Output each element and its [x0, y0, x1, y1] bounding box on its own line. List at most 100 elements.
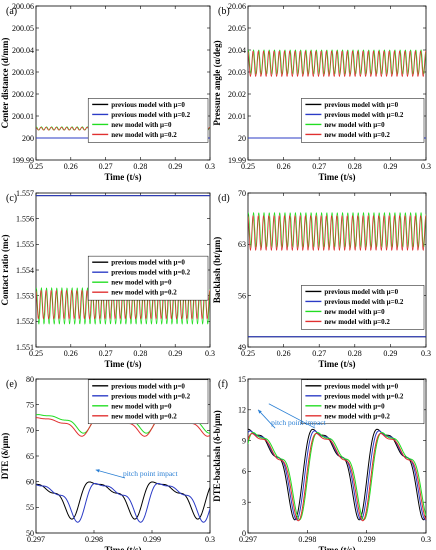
annotation-arrowhead: [95, 469, 100, 473]
x-tick-label: 0.25: [29, 162, 43, 171]
x-axis-label: Time (t/s): [104, 172, 141, 182]
legend-entry: new model with μ=0: [111, 279, 172, 287]
x-tick-label: 0.3: [205, 162, 215, 171]
legend-box: [87, 379, 209, 425]
annotation-arrow-2: [268, 403, 316, 429]
legend-entry: previous model with μ=0.2: [111, 392, 190, 400]
legend-entry: previous model with μ=0.2: [324, 111, 403, 119]
plot-frame: [247, 378, 427, 534]
y-tick-label: 50: [26, 529, 34, 538]
x-tick-label: 0.298: [85, 535, 103, 544]
legend-entry: new model with μ=0.2: [324, 318, 390, 326]
y-axis-label: DTE (δ/μm): [0, 433, 10, 480]
legend-entry: new model with μ=0.2: [324, 131, 390, 139]
x-tick-label: 0.29: [383, 349, 397, 358]
y-tick-label: 3: [242, 498, 246, 507]
legend-entry: new model with μ=0: [324, 308, 385, 316]
panel-label: (d): [218, 193, 230, 204]
y-tick-label: 65: [26, 452, 34, 461]
x-tick-label: 0.25: [241, 162, 255, 171]
x-tick-label: 0.29: [168, 162, 182, 171]
legend: previous model with μ=0 previous model wi…: [87, 379, 209, 425]
y-tick-label: 56: [238, 291, 246, 300]
y-tick-label: 200.06: [12, 2, 34, 11]
series-line-0: [36, 481, 210, 520]
y-tick-label: 1.553: [16, 291, 34, 300]
chart-panel-a: 0.25 0.26 0.27 0.28 0.29 0.3 199.99 200 200.01 20…: [0, 2, 215, 182]
legend-entry: new model with μ=0.2: [324, 412, 390, 420]
y-tick-label: 200.01: [12, 112, 34, 121]
x-tick-label: 0.27: [312, 162, 326, 171]
y-tick-label: 55: [26, 503, 34, 512]
x-tick-label: 0.25: [241, 349, 255, 358]
annotation-arrow: [257, 409, 276, 429]
panel-label: (c): [6, 193, 17, 204]
x-axis-label: Time (t/s): [318, 545, 355, 550]
x-tick-label: 0.27: [99, 162, 113, 171]
x-tick-label: 0.298: [298, 535, 316, 544]
y-tick-label: 15: [238, 375, 246, 384]
x-tick-label: 0.26: [277, 349, 291, 358]
series-line-3: [248, 214, 426, 252]
panel-label: (f): [218, 379, 228, 390]
y-tick-label: 20.01: [228, 112, 246, 121]
legend: previous model with μ=0 previous model wi…: [87, 255, 209, 301]
series-line-3: [248, 433, 426, 522]
x-tick-label: 0.27: [99, 349, 113, 358]
x-tick-label: 0.26: [277, 162, 291, 171]
chart-panel-c: 0.25 0.26 0.27 0.28 0.29 0.3 1.551 1.552 1.553 1.…: [0, 189, 215, 369]
x-axis-label: Time (t/s): [318, 172, 355, 182]
y-tick-label: 80: [26, 375, 34, 384]
annotation-arrow: [95, 469, 126, 479]
legend-entry: previous model with μ=0.2: [324, 392, 403, 400]
y-tick-label: 200: [22, 134, 34, 143]
chart-panel-d: 0.25 0.26 0.27 0.28 0.29 0.3 49 56 63 70 previous …: [212, 189, 431, 369]
legend-entry: previous model with μ=0.2: [324, 298, 403, 306]
y-axis-label: Pressure angle (α/deg): [212, 40, 222, 125]
x-tick-label: 0.28: [348, 162, 362, 171]
x-tick-label: 0.29: [168, 349, 182, 358]
panel-label: (e): [6, 379, 17, 390]
chart-panel-f: 0.297 0.298 0.299 0.3 0 3 6 9 12 15 previous model…: [212, 375, 431, 550]
legend-entry: previous model with μ=0.2: [111, 269, 190, 277]
legend-entry: previous model with μ=0: [324, 382, 398, 390]
legend-entry: previous model with μ=0: [111, 101, 185, 109]
y-tick-label: 200.05: [12, 24, 34, 33]
y-tick-label: 200.04: [12, 46, 34, 55]
annotation-arrowhead: [258, 409, 262, 414]
y-tick-label: 20.02: [228, 90, 246, 99]
y-tick-label: 200.03: [12, 68, 34, 77]
x-tick-label: 0.299: [143, 535, 161, 544]
panel-label: (b): [218, 6, 230, 17]
y-tick-label: 6: [242, 467, 246, 476]
x-tick-label: 0.297: [27, 535, 45, 544]
y-axis-label: Center distance (d/mm): [0, 38, 10, 129]
series-line-3: [248, 50, 426, 78]
series-line-2: [248, 431, 426, 521]
panel-label: (a): [6, 6, 17, 17]
x-tick-label: 0.299: [358, 535, 376, 544]
legend-entry: new model with μ=0: [111, 402, 172, 410]
y-axis-label: DTE-backlash (δ-b/μm): [212, 410, 222, 502]
annotation-text: pitch point impact: [271, 418, 326, 427]
legend-entry: previous model with μ=0.2: [111, 111, 190, 119]
x-tick-label: 0.297: [239, 535, 257, 544]
legend: previous model with μ=0 previous model wi…: [301, 98, 425, 143]
x-tick-label: 0.26: [64, 162, 78, 171]
plot-frame: [35, 5, 211, 161]
plot-frame: [247, 192, 427, 348]
legend-entry: new model with μ=0: [111, 121, 172, 129]
y-tick-label: 199.99: [12, 156, 34, 165]
series-line-1: [36, 482, 210, 523]
y-tick-label: 60: [26, 477, 34, 486]
legend: previous model with μ=0 previous model wi…: [301, 285, 425, 330]
legend-entry: previous model with μ=0: [324, 101, 398, 109]
legend-entry: new model with μ=0.2: [111, 412, 177, 420]
y-tick-label: 1.551: [16, 343, 34, 352]
x-tick-label: 0.29: [383, 162, 397, 171]
x-tick-label: 0.3: [421, 349, 431, 358]
legend-box: [301, 98, 425, 143]
x-tick-label: 0.28: [133, 349, 147, 358]
y-tick-label: 20.05: [228, 24, 246, 33]
